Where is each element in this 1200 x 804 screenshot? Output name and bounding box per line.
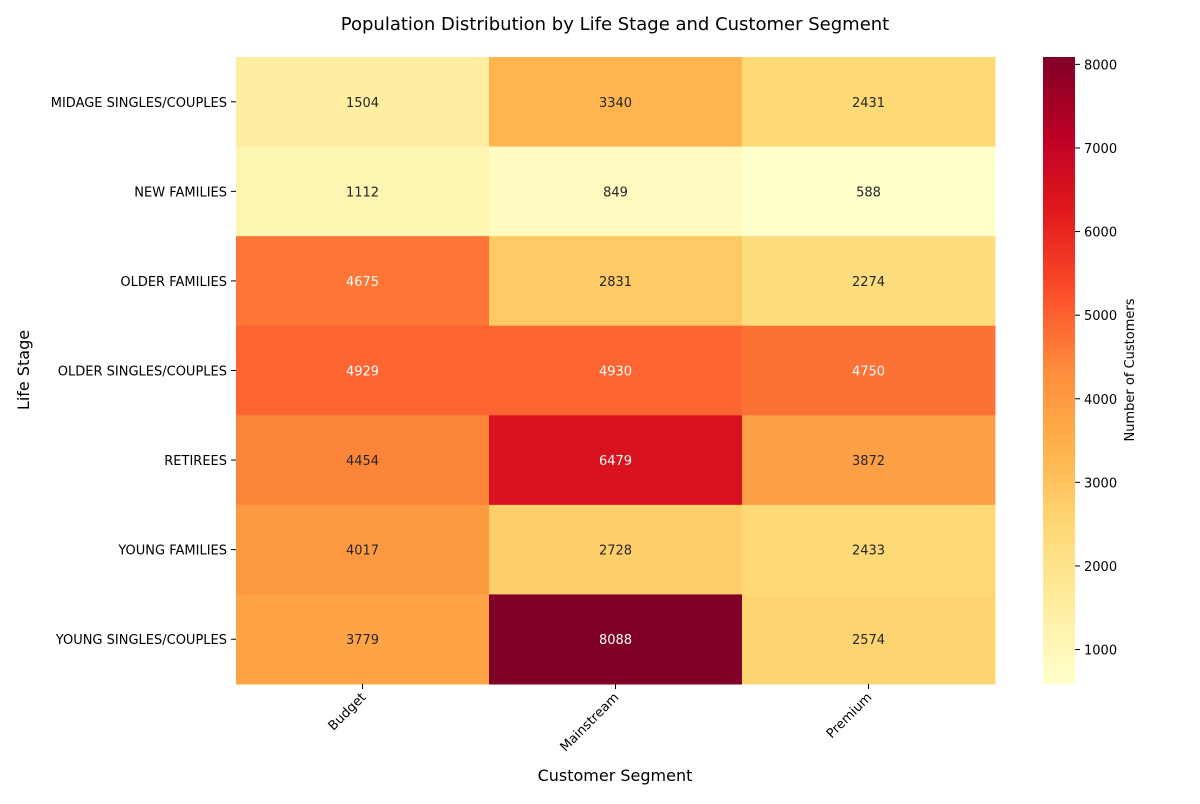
heatmap-cell <box>236 57 490 148</box>
colorbar-tick-label: 1000 <box>1084 644 1117 659</box>
colorbar-tick-label: 7000 <box>1084 142 1117 157</box>
cell-value-label: 3779 <box>346 633 379 648</box>
cell-value-label: 849 <box>603 185 628 200</box>
cell-value-label: 3872 <box>852 454 885 469</box>
heatmap-cell <box>489 504 743 595</box>
x-axis-label: Customer Segment <box>538 766 693 785</box>
heatmap-cell <box>489 57 743 148</box>
heatmap-cell <box>742 236 996 327</box>
heatmap-cell <box>236 236 490 327</box>
cell-value-label: 4930 <box>599 365 632 380</box>
heatmap-cell <box>236 415 490 506</box>
x-tick-label: Premium <box>824 690 876 742</box>
heatmap-cell <box>489 146 743 237</box>
colorbar-gradient <box>1043 57 1075 684</box>
colorbar-tick-label: 6000 <box>1084 226 1117 241</box>
cell-value-label: 3340 <box>599 96 632 111</box>
y-tick-label: OLDER FAMILIES <box>120 275 227 290</box>
y-axis-label: Life Stage <box>14 330 33 410</box>
colorbar-label: Number of Customers <box>1123 298 1138 441</box>
heatmap-cell <box>742 504 996 595</box>
cell-value-label: 4675 <box>346 275 379 290</box>
heatmap-cell <box>742 146 996 237</box>
colorbar: 1000 2000 3000 4000 5000 6000 7000 8000 <box>1043 57 1117 684</box>
colorbar-tick-label: 8000 <box>1084 58 1117 73</box>
cell-value-label: 2728 <box>599 544 632 559</box>
y-tick-label: RETIREES <box>164 454 227 469</box>
colorbar-tick-label: 3000 <box>1084 476 1117 491</box>
cell-value-label: 8088 <box>599 633 632 648</box>
chart-title: Population Distribution by Life Stage an… <box>341 14 889 35</box>
cell-value-label: 1504 <box>346 96 379 111</box>
cell-value-label: 4454 <box>346 454 379 469</box>
cell-value-label: 1112 <box>346 185 379 200</box>
heatmap-cell <box>742 594 996 685</box>
heatmap-cells: 1504 3340 2431 1112 849 588 4675 2831 2274 4929 49… <box>236 57 996 685</box>
heatmap-cell <box>489 325 743 416</box>
x-tick-label: Mainstream <box>558 690 623 755</box>
heatmap-cell <box>742 325 996 416</box>
heatmap-cell <box>236 594 490 685</box>
heatmap-cell <box>236 504 490 595</box>
heatmap-cell <box>489 594 743 685</box>
cell-value-label: 588 <box>856 185 881 200</box>
y-tick-label: YOUNG FAMILIES <box>117 544 227 559</box>
y-tick-label: YOUNG SINGLES/COUPLES <box>55 633 227 648</box>
cell-value-label: 2431 <box>852 96 885 111</box>
heatmap-cell <box>742 415 996 506</box>
heatmap-cell <box>742 57 996 148</box>
cell-value-label: 4929 <box>346 365 379 380</box>
y-tick-labels: MIDAGE SINGLES/COUPLES NEW FAMILIES OLDER … <box>51 96 236 648</box>
cell-value-label: 6479 <box>599 454 632 469</box>
y-tick-label: OLDER SINGLES/COUPLES <box>58 365 227 380</box>
colorbar-tick-label: 2000 <box>1084 560 1117 575</box>
colorbar-tick-label: 4000 <box>1084 393 1117 408</box>
cell-value-label: 2433 <box>852 544 885 559</box>
heatmap-cell <box>236 325 490 416</box>
x-tick-label: Budget <box>326 690 370 734</box>
cell-value-label: 2274 <box>852 275 885 290</box>
cell-value-label: 4750 <box>852 365 885 380</box>
y-tick-label: MIDAGE SINGLES/COUPLES <box>51 96 227 111</box>
y-tick-label: NEW FAMILIES <box>134 185 227 200</box>
x-tick-labels: Budget Mainstream Premium <box>326 684 876 755</box>
cell-value-label: 4017 <box>346 544 379 559</box>
cell-value-label: 2574 <box>852 633 885 648</box>
heatmap-cell <box>489 415 743 506</box>
heatmap-cell <box>489 236 743 327</box>
cell-value-label: 2831 <box>599 275 632 290</box>
colorbar-tick-label: 5000 <box>1084 309 1117 324</box>
heatmap-cell <box>236 146 490 237</box>
